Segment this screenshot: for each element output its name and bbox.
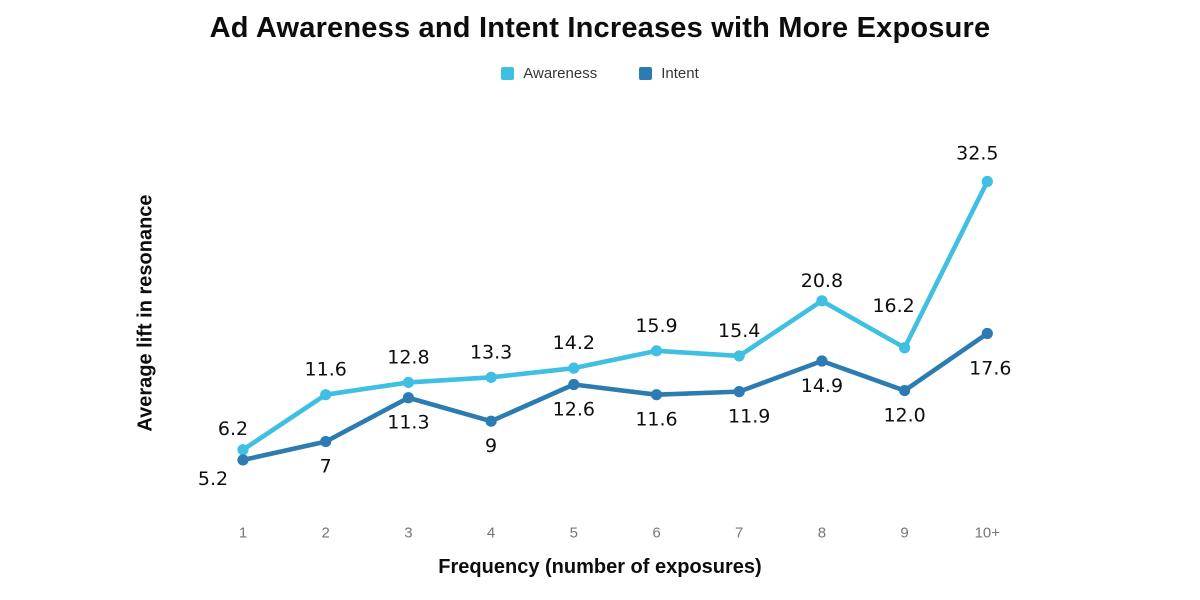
awareness-swatch-icon [501, 67, 515, 80]
data-label: 7 [320, 456, 332, 478]
point-intent-1[interactable] [237, 454, 249, 466]
x-tick-label: 9 [900, 525, 908, 542]
point-awareness-8[interactable] [816, 295, 828, 307]
legend: Awareness Intent [0, 65, 1200, 82]
point-intent-8[interactable] [816, 355, 828, 367]
point-awareness-9[interactable] [899, 342, 911, 354]
point-intent-7[interactable] [733, 386, 745, 398]
point-awareness-6[interactable] [650, 345, 663, 357]
x-tick-label: 4 [487, 525, 495, 542]
data-label: 6.2 [218, 418, 248, 440]
x-tick-label: 1 [239, 525, 247, 542]
legend-label: Intent [661, 65, 699, 82]
point-awareness-10+[interactable] [981, 175, 993, 188]
data-label: 11.3 [387, 412, 429, 434]
x-tick-label: 8 [818, 525, 826, 542]
chart-title: Ad Awareness and Intent Increases with M… [209, 12, 991, 44]
legend-item-intent[interactable]: Intent [639, 65, 699, 82]
line-awareness [240, 179, 990, 453]
data-label: 12.6 [553, 398, 595, 420]
point-awareness-5[interactable] [568, 362, 580, 374]
point-awareness-4[interactable] [485, 371, 497, 383]
data-label: 13.3 [470, 341, 512, 363]
x-tick-label: 3 [404, 525, 412, 542]
data-label: 16.2 [872, 295, 914, 317]
x-tick-label: 5 [570, 525, 578, 542]
data-label: 11.6 [635, 409, 677, 431]
data-label: 11.6 [305, 359, 347, 381]
point-intent-9[interactable] [899, 385, 911, 397]
point-intent-5[interactable] [568, 378, 580, 391]
x-tick-label: 2 [322, 525, 330, 542]
x-tick-label: 6 [652, 525, 660, 542]
x-tick-label: 10+ [975, 525, 1001, 542]
data-label: 17.6 [969, 357, 1011, 379]
legend-label: Awareness [523, 65, 598, 82]
data-label: 11.9 [728, 406, 770, 428]
data-label: 5.2 [198, 468, 228, 490]
point-intent-3[interactable] [402, 392, 414, 404]
legend-item-awareness[interactable]: Awareness [501, 65, 597, 82]
data-label: 9 [485, 435, 497, 457]
data-label: 32.5 [956, 143, 998, 165]
x-axis-title: Frequency (number of exposures) [438, 556, 762, 578]
data-label: 15.4 [718, 320, 760, 342]
point-awareness-1[interactable] [237, 444, 249, 456]
point-awareness-3[interactable] [402, 376, 414, 389]
data-label: 14.2 [553, 332, 595, 354]
intent-swatch-icon [639, 67, 653, 80]
x-tick-label: 7 [735, 525, 743, 542]
point-intent-4[interactable] [485, 415, 497, 427]
line-intent [240, 331, 990, 463]
point-awareness-7[interactable] [733, 350, 745, 362]
point-intent-10+[interactable] [981, 327, 993, 340]
point-awareness-2[interactable] [320, 389, 332, 401]
data-label: 15.9 [635, 315, 677, 337]
data-label: 12.0 [883, 405, 925, 427]
point-intent-6[interactable] [650, 389, 663, 401]
data-label: 20.8 [801, 270, 843, 292]
point-intent-2[interactable] [320, 436, 332, 448]
data-label: 12.8 [387, 346, 429, 368]
data-label: 14.9 [801, 375, 843, 397]
